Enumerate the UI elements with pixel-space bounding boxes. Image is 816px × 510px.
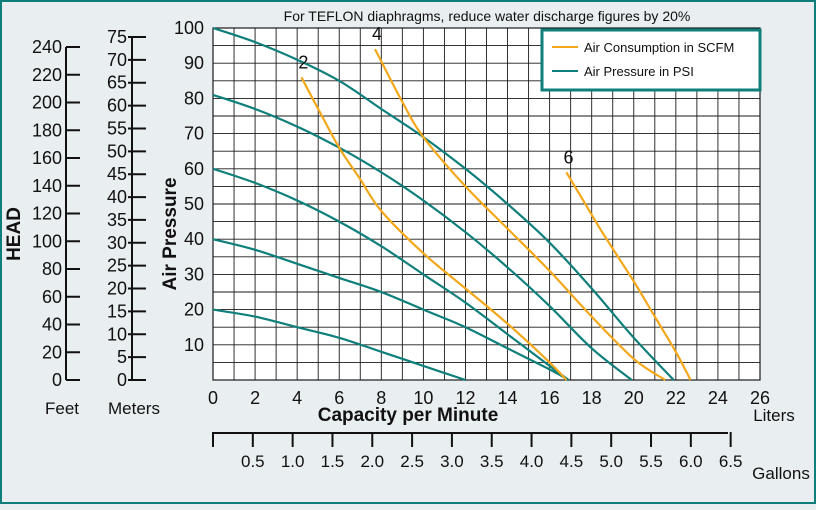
y-tick-label: 60 bbox=[184, 159, 204, 179]
y-axis-title: Air Pressure bbox=[160, 177, 181, 290]
x-tick-label: 4 bbox=[292, 388, 302, 408]
gallons-tick-label: 2.5 bbox=[400, 452, 424, 471]
meters-tick-label: 50 bbox=[107, 141, 127, 161]
air-consumption-curve-label: 4 bbox=[372, 24, 382, 44]
meters-tick-label: 30 bbox=[107, 233, 127, 253]
x-tick-label: 12 bbox=[455, 388, 475, 408]
legend-box bbox=[540, 28, 762, 92]
x-tick-label: 0 bbox=[208, 388, 218, 408]
feet-tick-label: 220 bbox=[32, 65, 62, 85]
meters-tick-label: 40 bbox=[107, 187, 127, 207]
head-axis-title: HEAD bbox=[4, 207, 25, 261]
meters-tick-label: 55 bbox=[107, 118, 127, 138]
gallons-tick-label: 3.5 bbox=[480, 452, 504, 471]
x-axis-title: Capacity per Minute bbox=[318, 405, 499, 426]
y-tick-label: 90 bbox=[184, 53, 204, 73]
meters-tick-label: 60 bbox=[107, 96, 127, 116]
feet-tick-label: 180 bbox=[32, 120, 62, 140]
x-tick-label: 24 bbox=[708, 388, 728, 408]
x-tick-label: 20 bbox=[624, 388, 644, 408]
feet-tick-label: 140 bbox=[32, 176, 62, 196]
x-tick-label: 22 bbox=[666, 388, 686, 408]
y-tick-label: 70 bbox=[184, 124, 204, 144]
air-consumption-curve bbox=[300, 76, 568, 381]
x-tick-label: 18 bbox=[582, 388, 602, 408]
gallons-tick-label: 6.5 bbox=[719, 452, 743, 471]
meters-tick-label: 0 bbox=[117, 370, 127, 390]
plot-frame bbox=[212, 27, 761, 381]
feet-tick-label: 200 bbox=[32, 93, 62, 113]
meters-axis-label: Meters bbox=[108, 399, 160, 418]
feet-tick-label: 40 bbox=[42, 315, 62, 335]
feet-tick-label: 80 bbox=[42, 259, 62, 279]
meters-tick-label: 20 bbox=[107, 279, 127, 299]
feet-tick-label: 20 bbox=[42, 342, 62, 362]
air-pressure-curve bbox=[212, 93, 633, 381]
gallons-tick-label: 4.0 bbox=[520, 452, 544, 471]
gallons-tick-label: 6.0 bbox=[679, 452, 703, 471]
y-tick-label: 30 bbox=[184, 264, 204, 284]
gallons-tick-label: 1.0 bbox=[281, 452, 305, 471]
x-tick-label: 14 bbox=[498, 388, 518, 408]
air-consumption-curve-label: 6 bbox=[563, 147, 573, 167]
y-tick-label: 40 bbox=[184, 229, 204, 249]
meters-tick-label: 5 bbox=[117, 347, 127, 367]
x-tick-label: 2 bbox=[250, 388, 260, 408]
gallons-tick-label: 2.0 bbox=[360, 452, 384, 471]
legend-label-air-consumption: Air Consumption in SCFM bbox=[584, 40, 734, 55]
meters-tick-label: 35 bbox=[107, 210, 127, 230]
gallons-tick-label: 4.5 bbox=[560, 452, 584, 471]
feet-tick-label: 240 bbox=[32, 37, 62, 57]
feet-axis-label: Feet bbox=[45, 399, 79, 418]
feet-tick-label: 0 bbox=[52, 370, 62, 390]
y-tick-label: 50 bbox=[184, 194, 204, 214]
y-tick-label: 80 bbox=[184, 88, 204, 108]
air-consumption-curve-label: 2 bbox=[298, 52, 308, 72]
feet-tick-label: 100 bbox=[32, 231, 62, 251]
air-pressure-curve bbox=[212, 238, 570, 381]
x-unit-gallons: Gallons bbox=[752, 464, 810, 483]
gallons-tick-label: 0.5 bbox=[241, 452, 265, 471]
feet-tick-label: 160 bbox=[32, 148, 62, 168]
gallons-tick-label: 1.5 bbox=[321, 452, 345, 471]
meters-tick-label: 15 bbox=[107, 301, 127, 321]
x-unit-liters: Liters bbox=[753, 406, 795, 425]
x-tick-label: 10 bbox=[413, 388, 433, 408]
legend-label-air-pressure: Air Pressure in PSI bbox=[584, 64, 694, 79]
meters-tick-label: 65 bbox=[107, 73, 127, 93]
legend: Air Consumption in SCFM Air Pressure in … bbox=[540, 28, 762, 92]
meters-tick-label: 25 bbox=[107, 256, 127, 276]
gallons-tick-label: 5.5 bbox=[639, 452, 663, 471]
feet-tick-label: 60 bbox=[42, 287, 62, 307]
y-tick-label: 20 bbox=[184, 300, 204, 320]
x-tick-label: 6 bbox=[334, 388, 344, 408]
meters-tick-label: 45 bbox=[107, 164, 127, 184]
air-pressure-curve bbox=[212, 167, 570, 381]
y-tick-label: 10 bbox=[184, 335, 204, 355]
meters-tick-label: 10 bbox=[107, 324, 127, 344]
y-tick-label: 100 bbox=[174, 18, 204, 38]
air-consumption-curve bbox=[374, 48, 666, 381]
x-tick-label: 16 bbox=[540, 388, 560, 408]
air-pressure-curve bbox=[212, 26, 675, 381]
meters-tick-label: 75 bbox=[107, 27, 127, 47]
series-layer: 2 4 6 bbox=[212, 24, 692, 382]
gallons-tick-label: 5.0 bbox=[599, 452, 623, 471]
meters-tick-label: 70 bbox=[107, 50, 127, 70]
air-pressure-curve bbox=[212, 308, 466, 382]
feet-tick-label: 120 bbox=[32, 204, 62, 224]
axes: 0 2 4 6 8 10 12 14 16 18 20 22 24 2610203040506070809… bbox=[32, 18, 770, 471]
grid bbox=[212, 27, 761, 381]
chart-title: For TEFLON diaphragms, reduce water disc… bbox=[284, 8, 691, 24]
x-tick-label: 8 bbox=[376, 388, 386, 408]
air-consumption-curve bbox=[565, 171, 692, 381]
x-tick-label: 26 bbox=[750, 388, 770, 408]
gallons-tick-label: 3.0 bbox=[440, 452, 464, 471]
